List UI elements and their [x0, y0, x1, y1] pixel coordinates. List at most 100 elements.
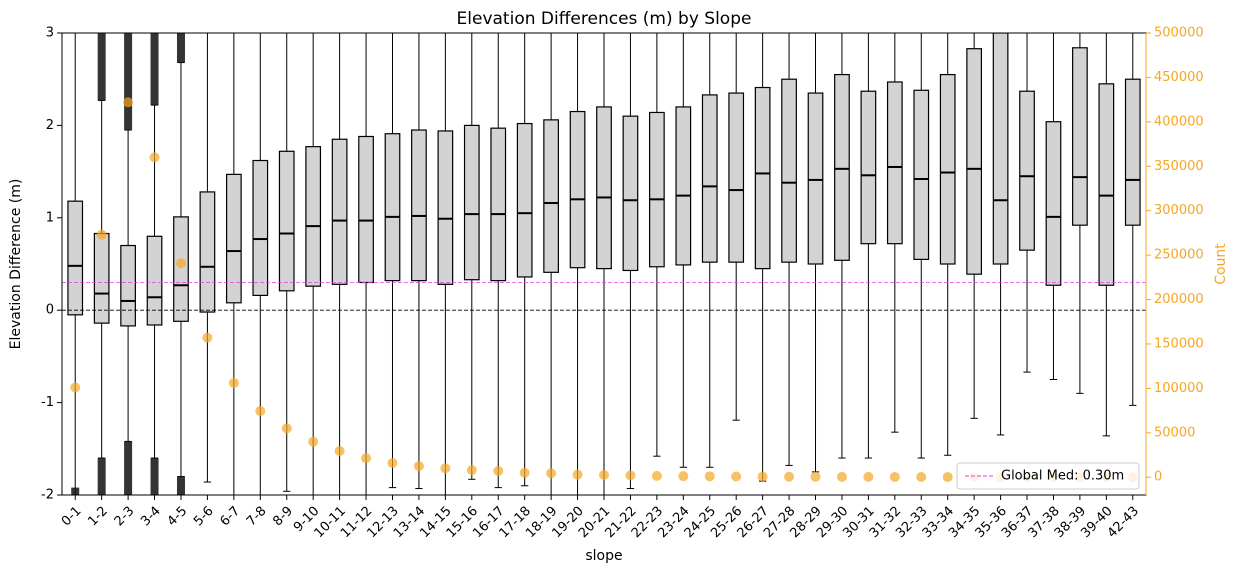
box — [463, 124, 480, 281]
count-point — [599, 470, 609, 481]
y-tick-label: 2 — [46, 118, 54, 133]
box — [1072, 47, 1088, 226]
box — [516, 122, 533, 278]
y-tick-label: 0 — [46, 303, 54, 318]
count-point — [493, 466, 504, 477]
box — [781, 78, 797, 263]
flier-band — [150, 458, 159, 495]
count-point — [704, 471, 715, 482]
box — [1045, 121, 1062, 286]
box — [569, 110, 586, 269]
x-tick-label: 7-8 — [244, 504, 270, 530]
count-point — [651, 470, 662, 481]
count-point — [942, 472, 953, 483]
box — [331, 138, 348, 285]
count-point — [810, 471, 821, 482]
y2-tick-label: 400000 — [1154, 114, 1204, 129]
count-point — [572, 469, 583, 480]
count-point — [413, 461, 424, 472]
flier-band — [150, 33, 159, 106]
plot-area — [62, 33, 1146, 495]
legend-box — [956, 462, 1140, 490]
y2-tick-label: 350000 — [1154, 159, 1204, 174]
box — [278, 150, 295, 292]
count-point — [334, 446, 345, 457]
count-point — [387, 458, 398, 469]
box — [807, 92, 824, 265]
count-point — [70, 382, 81, 393]
box — [146, 235, 163, 326]
flier-band — [97, 33, 106, 101]
y2-axis-label: Count — [1213, 243, 1229, 285]
x-tick-label: 1-2 — [85, 504, 111, 530]
box — [596, 106, 612, 270]
count-point — [731, 471, 742, 482]
box — [199, 191, 216, 313]
box — [1019, 90, 1035, 251]
legend-label: Global Med: 0.30m — [1001, 469, 1124, 484]
count-point — [916, 472, 927, 483]
y2-tick-label: 100000 — [1154, 381, 1204, 396]
count-point — [889, 471, 900, 482]
box — [252, 159, 269, 297]
box — [1098, 83, 1115, 286]
y-tick-label: 1 — [46, 210, 54, 225]
flier-band — [176, 33, 185, 63]
flier-band — [176, 476, 185, 495]
y-axis-label: Elevation Difference (m) — [8, 179, 24, 350]
box — [834, 73, 850, 261]
y2-tick-label: 300000 — [1154, 203, 1204, 218]
count-point — [546, 468, 557, 479]
y2-tick-label: 0 — [1154, 470, 1162, 485]
count-point — [308, 436, 319, 447]
count-point — [202, 332, 213, 343]
box — [939, 73, 956, 265]
box — [384, 133, 401, 282]
box — [225, 173, 242, 304]
box — [93, 232, 110, 324]
box — [543, 119, 559, 273]
box — [886, 81, 903, 245]
flier-band — [97, 458, 106, 495]
x-tick-label: 0-1 — [59, 504, 85, 530]
count-point — [440, 463, 451, 474]
y2-tick-label: 200000 — [1154, 292, 1204, 307]
count-point — [784, 471, 795, 482]
y-tick-label: 3 — [46, 26, 54, 41]
y2-tick-label: 50000 — [1154, 425, 1195, 440]
box — [1124, 78, 1141, 226]
box — [701, 94, 718, 263]
box — [649, 111, 665, 268]
box — [992, 33, 1009, 265]
count-point — [678, 471, 689, 482]
box — [490, 127, 507, 282]
count-point — [175, 258, 186, 269]
x-tick-label: 2-3 — [112, 504, 138, 530]
box — [67, 200, 84, 316]
count-point — [466, 465, 477, 476]
count-point — [625, 470, 636, 481]
x-tick-label: 3-4 — [138, 504, 164, 530]
count-point — [228, 378, 239, 389]
chart-title: Elevation Differences (m) by Slope — [457, 9, 752, 29]
box — [966, 48, 983, 275]
box — [860, 90, 877, 245]
count-point — [281, 423, 292, 434]
box — [173, 216, 189, 322]
count-point — [519, 467, 530, 478]
y2-tick-label: 450000 — [1154, 70, 1204, 85]
box — [305, 146, 322, 287]
count-point — [123, 97, 134, 108]
y2-tick-label: 500000 — [1154, 26, 1204, 41]
x-tick-label: 4-5 — [165, 504, 191, 530]
y2-tick-label: 150000 — [1154, 336, 1204, 351]
count-point — [361, 453, 372, 464]
y-tick-label: -2 — [41, 488, 54, 503]
x-tick-label: 6-7 — [218, 504, 244, 530]
box — [120, 244, 136, 327]
box — [754, 86, 771, 270]
count-point — [149, 152, 160, 163]
box — [411, 129, 427, 282]
y-tick-label: -1 — [41, 395, 54, 410]
